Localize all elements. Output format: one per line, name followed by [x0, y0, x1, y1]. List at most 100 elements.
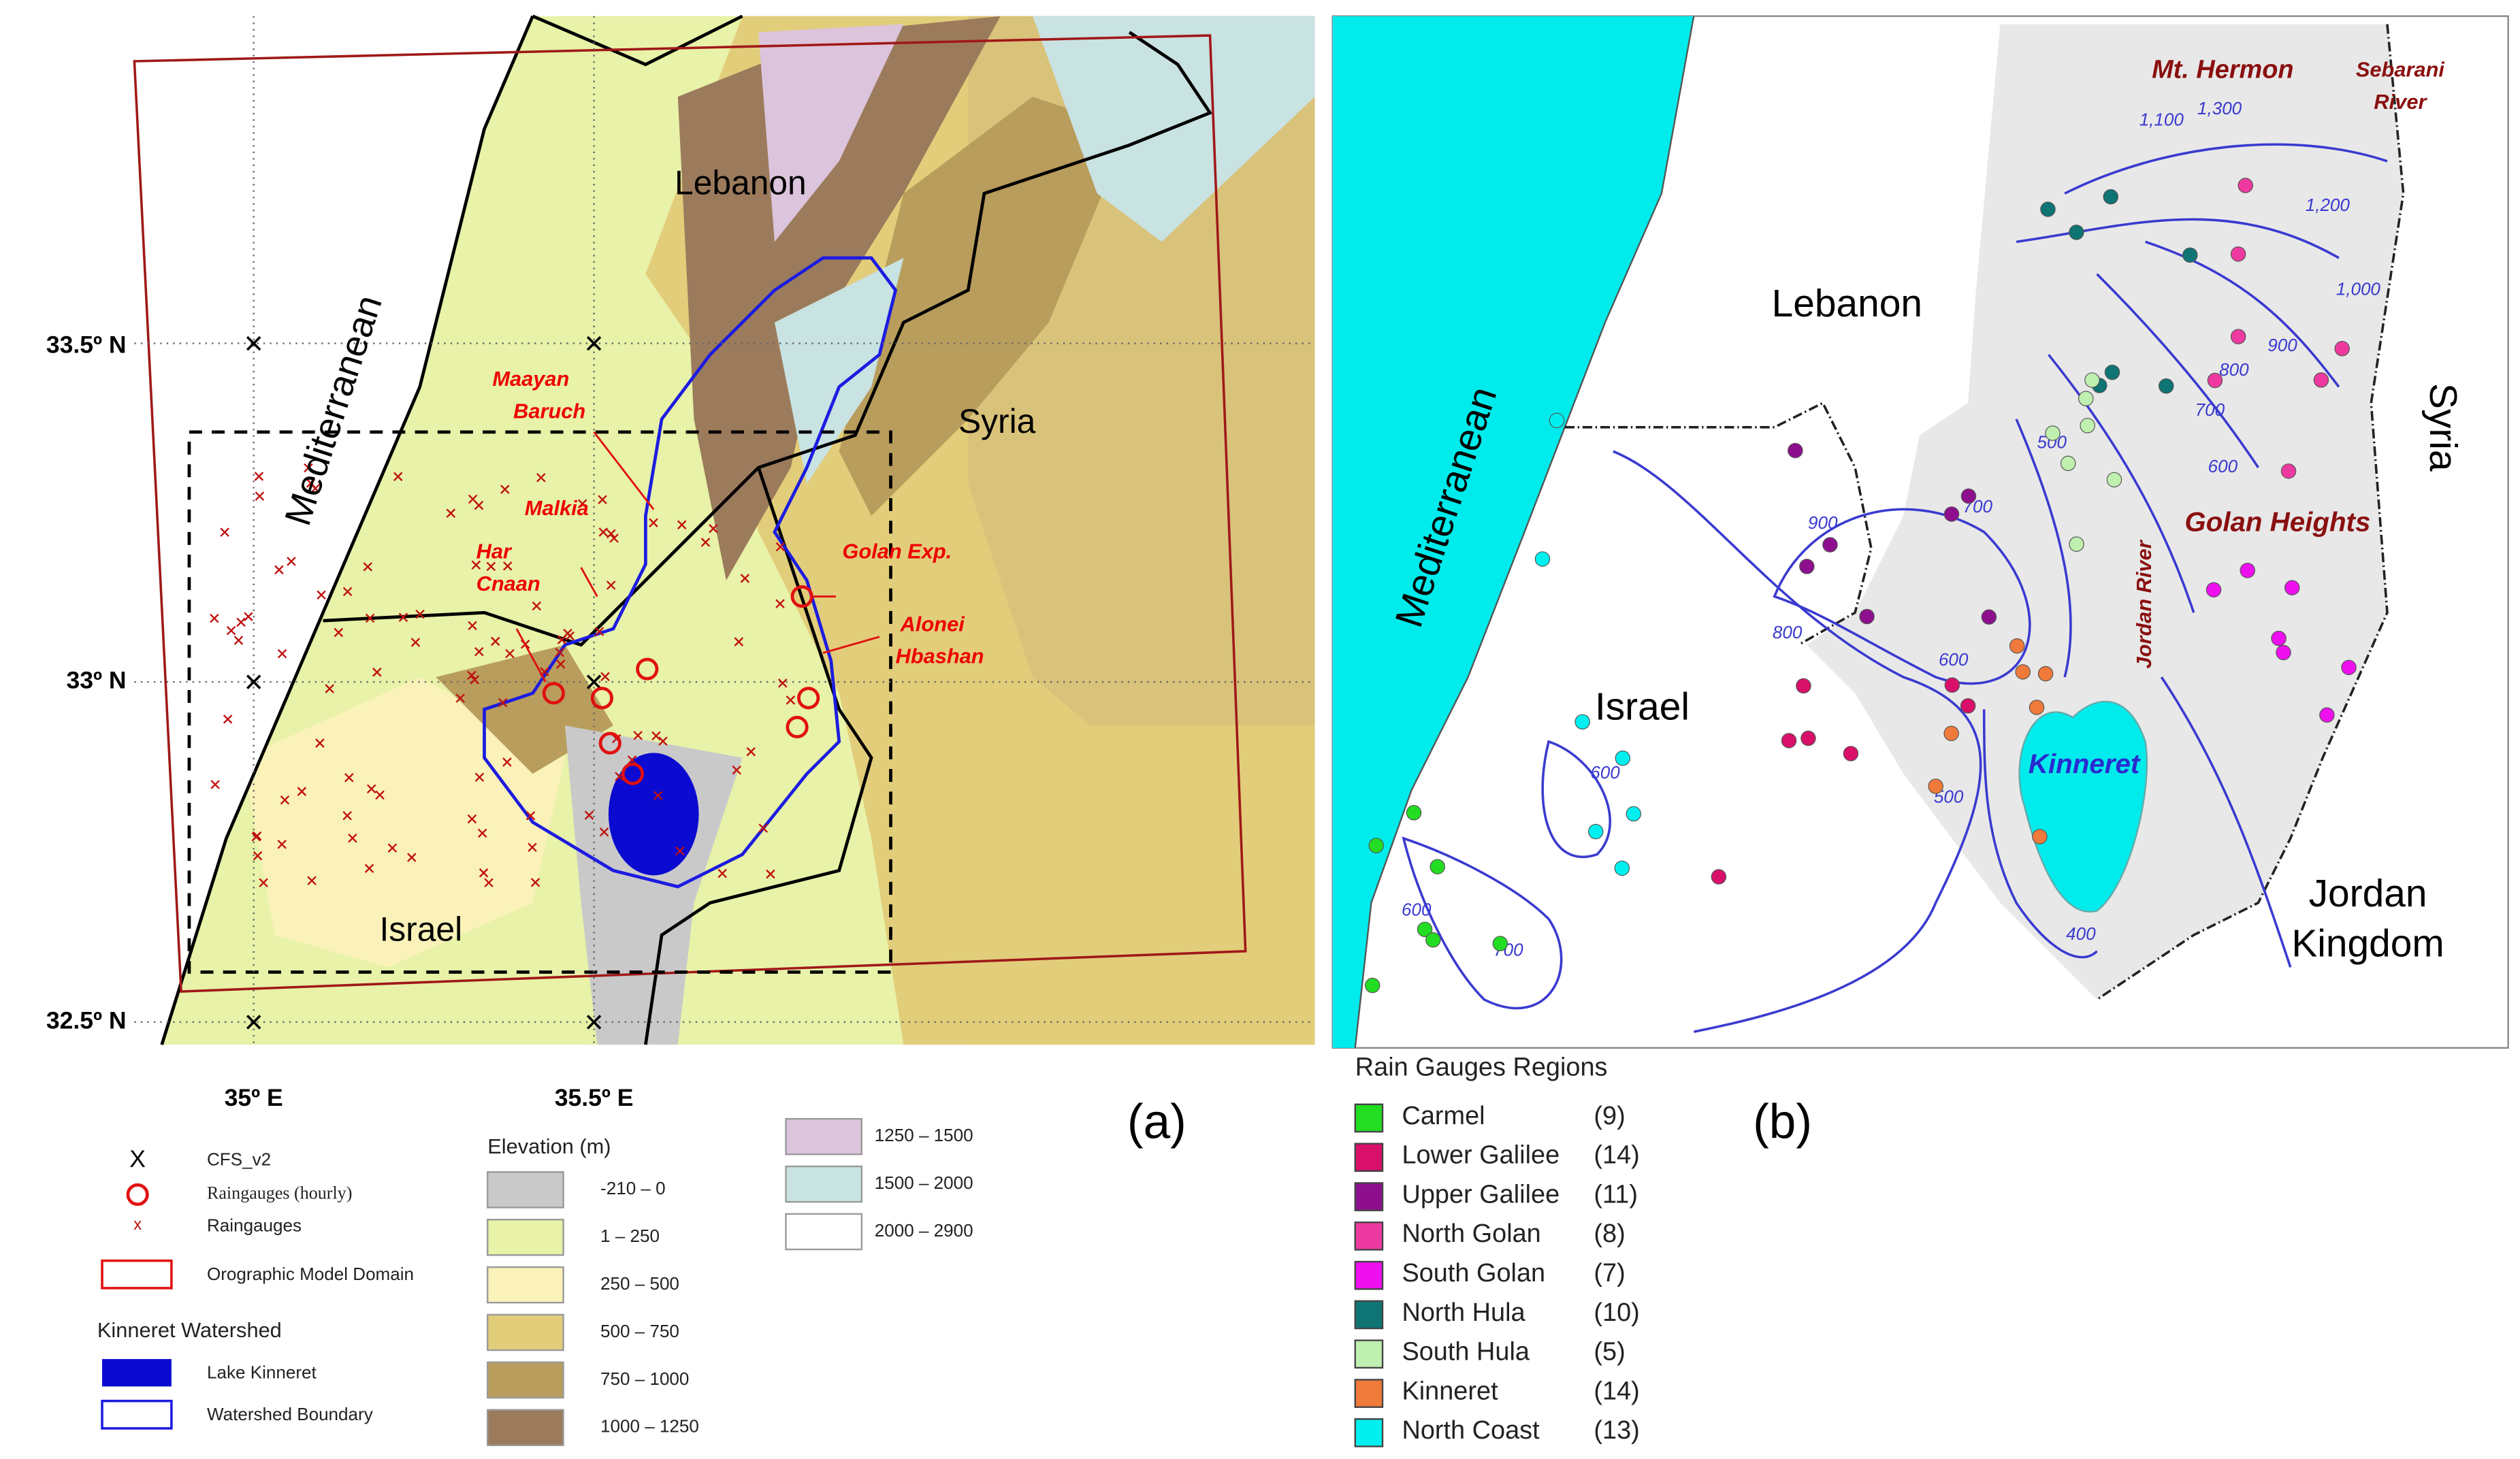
place-label: Lebanon	[675, 164, 807, 202]
gauge-dot	[1943, 506, 1960, 522]
gauge-mark	[477, 828, 487, 838]
legend-swatch	[487, 1361, 564, 1399]
place-label: Jordan River	[2132, 539, 2156, 668]
gauge-dot	[2230, 329, 2246, 344]
gauge-mark	[348, 833, 357, 843]
gauge-mark	[407, 853, 417, 862]
gauge-mark	[274, 565, 284, 575]
station-label: Alonei	[900, 612, 966, 636]
legend-text: Lower Galilee	[1402, 1141, 1560, 1170]
gauge-mark	[649, 518, 658, 527]
gauge-dot	[1822, 537, 1838, 553]
gauge-mark	[365, 613, 375, 623]
gauge-dot	[2207, 372, 2223, 389]
place-label: River	[2374, 90, 2427, 114]
legend-text: 250 – 500	[600, 1273, 679, 1294]
place-label: Lebanon	[1772, 282, 1922, 325]
legend-swatch	[487, 1266, 564, 1304]
gauge-mark	[467, 670, 476, 681]
legend-title: Rain Gauges Regions	[1355, 1053, 1608, 1082]
gauge-mark	[398, 612, 408, 622]
gauge-mark	[220, 527, 229, 537]
gauge-dot	[1800, 730, 1816, 747]
gauge-dot	[2029, 700, 2045, 715]
gauge-mark	[244, 612, 253, 621]
gauge-dot	[2069, 536, 2084, 552]
contour-label: 1,000	[2336, 278, 2381, 299]
gauge-mark	[775, 542, 786, 552]
gauge-mark	[287, 557, 296, 566]
legend-title: Kinneret Watershed	[97, 1318, 282, 1342]
gauge-mark	[280, 795, 290, 805]
gauge-mark	[342, 587, 353, 597]
legend-text: Lake Kinneret	[207, 1362, 317, 1382]
gauge-mark	[253, 851, 263, 861]
station-label: Har	[476, 540, 513, 563]
gauge-dot	[2045, 425, 2061, 441]
gauge-dot	[2341, 659, 2357, 676]
legend-count: (11)	[1594, 1180, 1638, 1209]
gauge-mark	[584, 810, 594, 820]
gauge-mark	[334, 627, 344, 638]
gauge-mark	[484, 878, 494, 887]
place-label: Kinneret	[2029, 749, 2141, 779]
gauge-dot	[1859, 608, 1875, 625]
gauge-dot	[2009, 638, 2025, 654]
legend-swatch	[1354, 1339, 1384, 1369]
legend-text: Carmel	[1402, 1102, 1485, 1130]
gauge-mark	[226, 625, 236, 636]
contour-label: 800	[1773, 622, 1803, 642]
legend-text: Raingauges (hourly)	[207, 1183, 352, 1202]
legend-text: CFS_v2	[207, 1149, 271, 1170]
gauge-mark	[734, 637, 744, 646]
gauge-mark	[606, 529, 616, 539]
legend-text: North Golan	[1402, 1219, 1540, 1248]
place-label: Sebarani	[2356, 57, 2445, 81]
gauge-mark	[372, 668, 382, 677]
gauge-mark	[474, 646, 484, 657]
gauge-mark	[746, 747, 756, 757]
gauge-dot	[1614, 860, 1630, 876]
legend-text: 2000 – 2900	[875, 1220, 973, 1241]
gauge-dot	[2206, 582, 2222, 597]
gauge-mark	[555, 647, 564, 657]
legend-swatch	[785, 1117, 863, 1155]
gauge-mark	[255, 491, 265, 501]
gauge-mark	[653, 791, 663, 800]
place-label: Syria	[958, 402, 1036, 440]
gauge-mark	[766, 869, 775, 879]
gauge-mark	[251, 832, 261, 842]
gauge-mark	[778, 678, 788, 688]
gauge-mark	[363, 562, 372, 572]
place-label: Jordan	[2309, 872, 2427, 915]
gauge-dot	[1796, 678, 1811, 694]
legend-swatch	[1354, 1418, 1384, 1447]
gauge-mark	[236, 617, 246, 627]
panel-a-map	[133, 14, 1315, 1045]
gauge-dot	[1626, 806, 1642, 822]
gauge-dot	[2158, 378, 2174, 394]
contour-label: 600	[1939, 649, 1969, 670]
gauge-mark	[528, 842, 537, 852]
contour-label: 400	[2066, 923, 2096, 944]
legend-swatch	[1354, 1143, 1384, 1173]
gauge-mark	[658, 736, 668, 746]
legend-text: 750 – 1000	[600, 1368, 689, 1389]
gauge-mark	[479, 868, 489, 878]
gauge-mark	[758, 823, 768, 833]
gauge-mark	[775, 599, 785, 608]
gauge-mark	[455, 693, 465, 703]
gauge-mark	[387, 843, 398, 853]
panel-label: (a)	[1127, 1095, 1186, 1149]
legend-swatch	[1354, 1222, 1384, 1251]
legend-text: North Hula	[1402, 1298, 1525, 1327]
gauge-dot	[2319, 707, 2335, 723]
legend-count: (14)	[1594, 1377, 1639, 1405]
gauge-dot	[1788, 442, 1803, 459]
contour-label: 600	[1402, 899, 1432, 919]
gauge-mark	[709, 523, 718, 534]
legend-count: (9)	[1594, 1102, 1625, 1130]
gauge-dot	[2037, 666, 2054, 682]
